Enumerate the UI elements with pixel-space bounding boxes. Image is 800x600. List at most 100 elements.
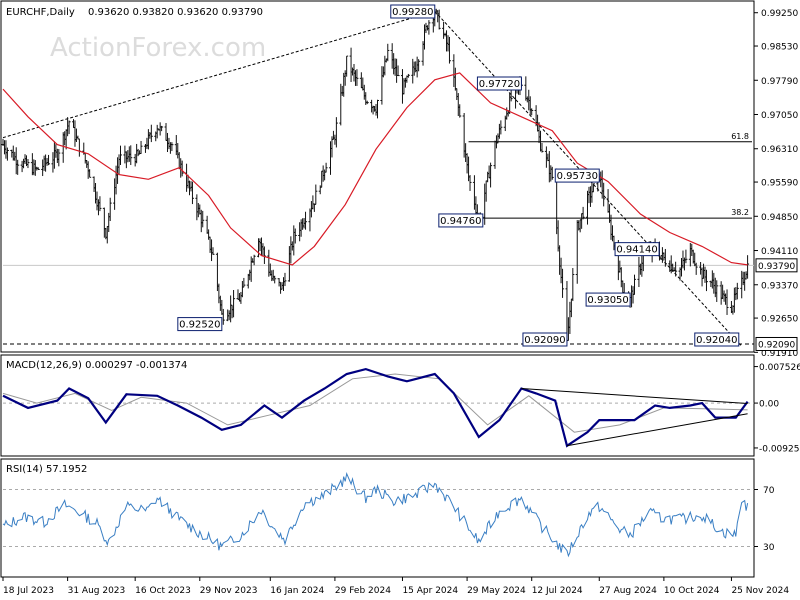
ohlc-bar: [437, 9, 441, 30]
price-label-text: 0.94140: [616, 245, 657, 256]
ohlc-bar: [674, 261, 678, 277]
ohlc-bar: [417, 59, 421, 72]
watermark: ActionForex.com: [50, 33, 266, 63]
ohlc-bar: [489, 162, 493, 188]
price-axis-label: 0.99250: [761, 9, 798, 19]
ohlc-bar: [735, 282, 739, 300]
ohlc-bar: [160, 125, 164, 132]
date-axis-label: 10 Oct 2024: [664, 586, 720, 596]
price-label-box: [694, 332, 740, 347]
price-label-text: 0.99280: [392, 7, 433, 18]
ohlc-bar: [396, 65, 400, 77]
ohlc-bar: [581, 206, 585, 220]
price-axis-label: 0.94110: [761, 247, 798, 257]
ohlc-bar: [118, 145, 122, 165]
price-label-text: 0.95730: [557, 171, 598, 182]
ohlc-bar: [345, 55, 349, 77]
macd-panel-frame: [0, 354, 755, 457]
ohlc-bar: [201, 210, 205, 228]
ohlc-bar: [376, 99, 379, 119]
price-label-text: 0.92520: [179, 320, 220, 331]
price-panel-frame: [0, 0, 755, 353]
price-label-text: 0.92040: [696, 335, 737, 346]
ohlc-bar: [540, 143, 544, 153]
ohlc-bar: [88, 169, 92, 178]
ohlc-bar: [129, 145, 133, 166]
macd-plot: [2, 367, 754, 448]
ohlc-bar: [108, 197, 112, 222]
macd-trendline: [521, 388, 748, 405]
date-axis: 18 Jul 2023 31 Aug 2023 16 Oct 2023 29 Nov …: [2, 577, 789, 596]
price-label-text: 0.92090: [524, 335, 565, 346]
price-axis-label: 0.96310: [761, 145, 798, 155]
ma-line: [2, 72, 748, 266]
ohlc-bar: [324, 162, 328, 173]
price-axis-label: 0.93370: [761, 281, 798, 291]
fib-level-label: 38.2: [731, 208, 749, 217]
date-axis-label: 29 Feb 2024: [335, 586, 391, 596]
ohlc-bar: [304, 211, 308, 230]
ohlc-bar: [98, 196, 102, 212]
ohlc-bar: [550, 166, 554, 180]
date-axis-label: 12 Jul 2024: [532, 586, 583, 596]
price-axis-label: 0.98530: [761, 43, 798, 53]
price-axis-label: 0.94850: [761, 213, 798, 223]
ohlc-bar: [633, 274, 637, 295]
ohlc-bar: [468, 175, 472, 191]
ohlc-bar: [684, 249, 688, 264]
ohlc-bar: [406, 73, 410, 78]
current-price-tag: [755, 258, 798, 273]
date-axis-label: 25 Nov 2024: [731, 586, 789, 596]
macd-axis-label: 0.007526: [759, 363, 800, 373]
rsi-plot: [2, 472, 754, 558]
macd-axis-label: -0.009252: [759, 444, 800, 454]
price-label-box: [614, 242, 660, 257]
macd-line: [2, 367, 749, 448]
price-label-box: [476, 76, 522, 91]
date-axis-label: 29 May 2024: [467, 586, 526, 596]
price-label-box: [390, 4, 436, 19]
ohlc-bar: [16, 159, 20, 175]
date-axis-label: 16 Jan 2024: [270, 586, 324, 596]
ohlc-bar: [591, 183, 595, 193]
date-axis-label: 15 Apr 2024: [402, 586, 458, 596]
symbol-label: EURCHF,Daily: [6, 7, 75, 18]
ohlc-bar: [232, 290, 236, 318]
ohlc-bar: [355, 69, 359, 86]
signal-line: [2, 373, 748, 433]
date-axis-label: 31 Aug 2023: [68, 586, 126, 596]
ohlc-bar: [663, 248, 667, 267]
ohlc-bar: [447, 36, 451, 64]
date-axis-label: 18 Jul 2023: [3, 586, 54, 596]
ohlc-bar: [5, 147, 9, 161]
price-label-box: [438, 213, 484, 228]
price-label-text: 0.94760: [440, 216, 481, 227]
ohlc-bar: [139, 140, 143, 155]
macd-axis-label: 0.00: [759, 400, 779, 410]
ohlc-bar: [252, 254, 256, 266]
price-label-box: [585, 292, 631, 307]
macd-title: MACD(12,26,9) 0.000297 -0.001374: [6, 360, 187, 371]
ohlc-bar: [386, 43, 390, 62]
rsi-axis-label: 30: [763, 543, 775, 553]
rsi-title: RSI(14) 57.1952: [6, 464, 87, 475]
ohlc-bar: [149, 124, 153, 143]
ohlc-bar: [694, 262, 698, 275]
price-label-box: [554, 168, 600, 183]
price-label-box: [177, 317, 223, 332]
ohlc-bar: [715, 280, 719, 302]
date-axis-label: 27 Aug 2024: [599, 586, 657, 596]
price-label-text: 0.97720: [479, 79, 520, 90]
date-axis-label: 16 Oct 2023: [135, 586, 191, 596]
ohlc-readout: 0.93620 0.93820 0.93620 0.93790: [88, 7, 263, 18]
ohlc-bar: [273, 275, 277, 284]
ohlc-bar: [530, 108, 534, 116]
ohlc-bar: [746, 255, 750, 279]
rsi-axis-label: 70: [763, 486, 775, 496]
ohlc-bar: [190, 181, 194, 205]
ohlc-bar: [427, 20, 431, 35]
price-gridlines: [3, 264, 754, 345]
ohlc-bar: [211, 247, 215, 255]
fib-level-label: 61.8: [731, 132, 749, 141]
